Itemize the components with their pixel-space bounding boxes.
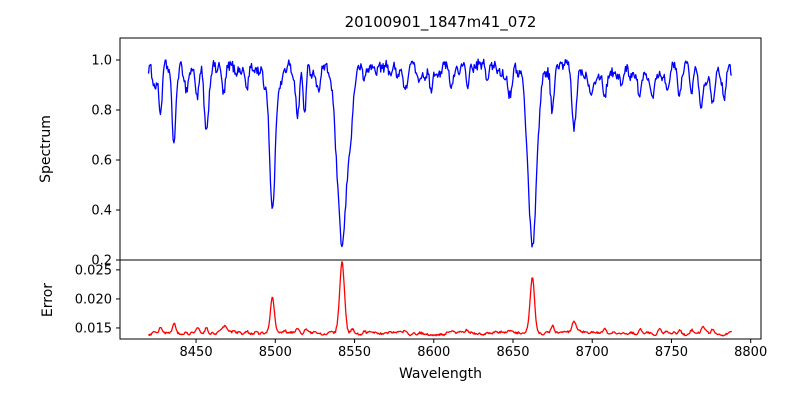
- x-tick-label: 8800: [734, 345, 767, 360]
- x-tick-label: 8450: [180, 345, 213, 360]
- spectrum-y-axis-ticks: 0.2 0.4 0.6 0.8 1.0: [91, 54, 120, 269]
- x-tick-label: 8650: [496, 345, 529, 360]
- x-tick-label: 8550: [338, 345, 371, 360]
- spectrum-line: [147, 58, 733, 248]
- x-tick-label: 8750: [655, 345, 688, 360]
- error-line: [147, 261, 733, 337]
- y-tick-label: 0.4: [91, 204, 112, 219]
- error-panel-frame: [119, 259, 762, 340]
- x-tick-label: 8600: [417, 345, 450, 360]
- x-tick-label: 8500: [259, 345, 292, 360]
- y-tick-label: 0.6: [91, 154, 112, 169]
- error-y-axis-ticks: 0.015 0.020 0.025: [75, 263, 120, 336]
- y-tick-label: 1.0: [91, 54, 112, 69]
- x-axis-label: Wavelength: [398, 366, 483, 382]
- y-tick-label: 0.015: [75, 321, 112, 336]
- y-tick-label: 0.020: [75, 292, 112, 307]
- y-tick-label: 0.8: [91, 104, 112, 119]
- x-axis-ticks: 8450 8500 8550 8600 8650 8700 8750 8800: [180, 339, 767, 360]
- y-tick-label: 0.025: [75, 263, 112, 278]
- y-tick-label: 0.2: [91, 254, 112, 269]
- chart-title: 20100901_1847m41_072: [344, 13, 537, 31]
- x-tick-label: 8700: [576, 345, 609, 360]
